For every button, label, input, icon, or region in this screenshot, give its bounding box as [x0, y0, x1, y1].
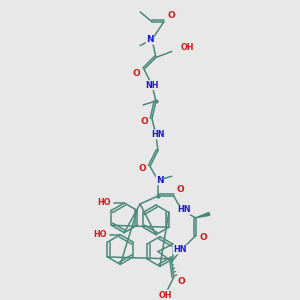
- Text: O: O: [132, 69, 140, 78]
- Text: HN: HN: [151, 130, 165, 139]
- Text: OH: OH: [181, 43, 194, 52]
- Text: HO: HO: [94, 230, 107, 239]
- Text: O: O: [168, 11, 176, 20]
- Text: O: O: [177, 184, 184, 194]
- Text: O: O: [138, 164, 146, 173]
- Text: HO: HO: [98, 199, 111, 208]
- Text: OH: OH: [159, 291, 172, 300]
- Text: N: N: [156, 176, 164, 185]
- Text: N: N: [146, 35, 154, 44]
- Text: NH: NH: [145, 81, 159, 90]
- Text: HN: HN: [173, 245, 187, 254]
- Text: HN: HN: [177, 206, 190, 214]
- Text: O: O: [200, 233, 207, 242]
- Text: O: O: [178, 277, 186, 286]
- Text: O: O: [140, 117, 148, 126]
- Polygon shape: [196, 212, 210, 218]
